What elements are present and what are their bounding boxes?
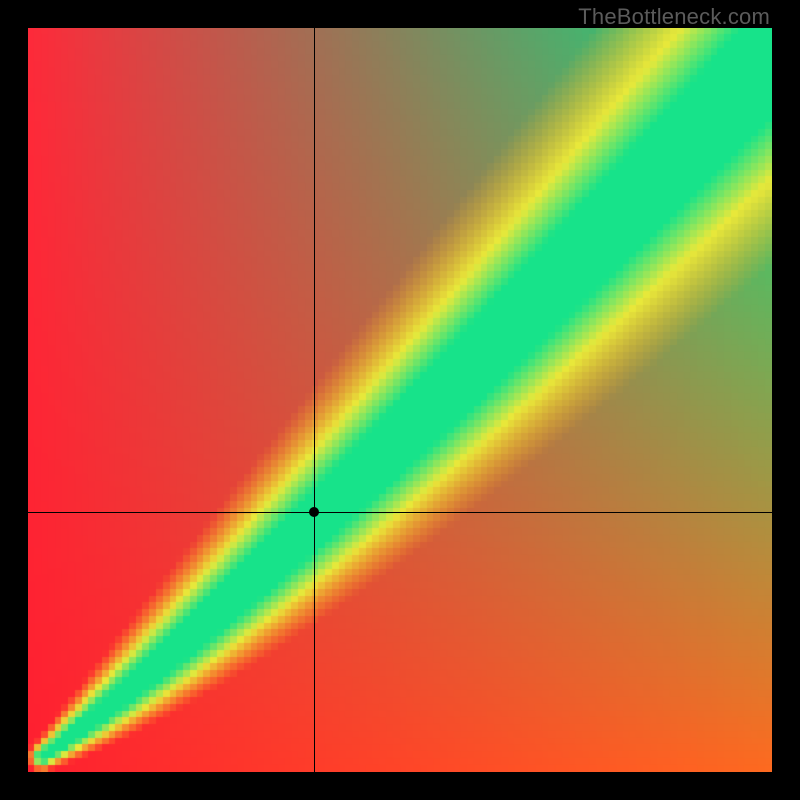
crosshair-horizontal	[28, 512, 772, 513]
marker-dot	[309, 507, 319, 517]
plot-frame	[28, 28, 772, 772]
crosshair-vertical	[314, 28, 315, 772]
heatmap-canvas	[28, 28, 772, 772]
watermark-text: TheBottleneck.com	[578, 4, 770, 30]
